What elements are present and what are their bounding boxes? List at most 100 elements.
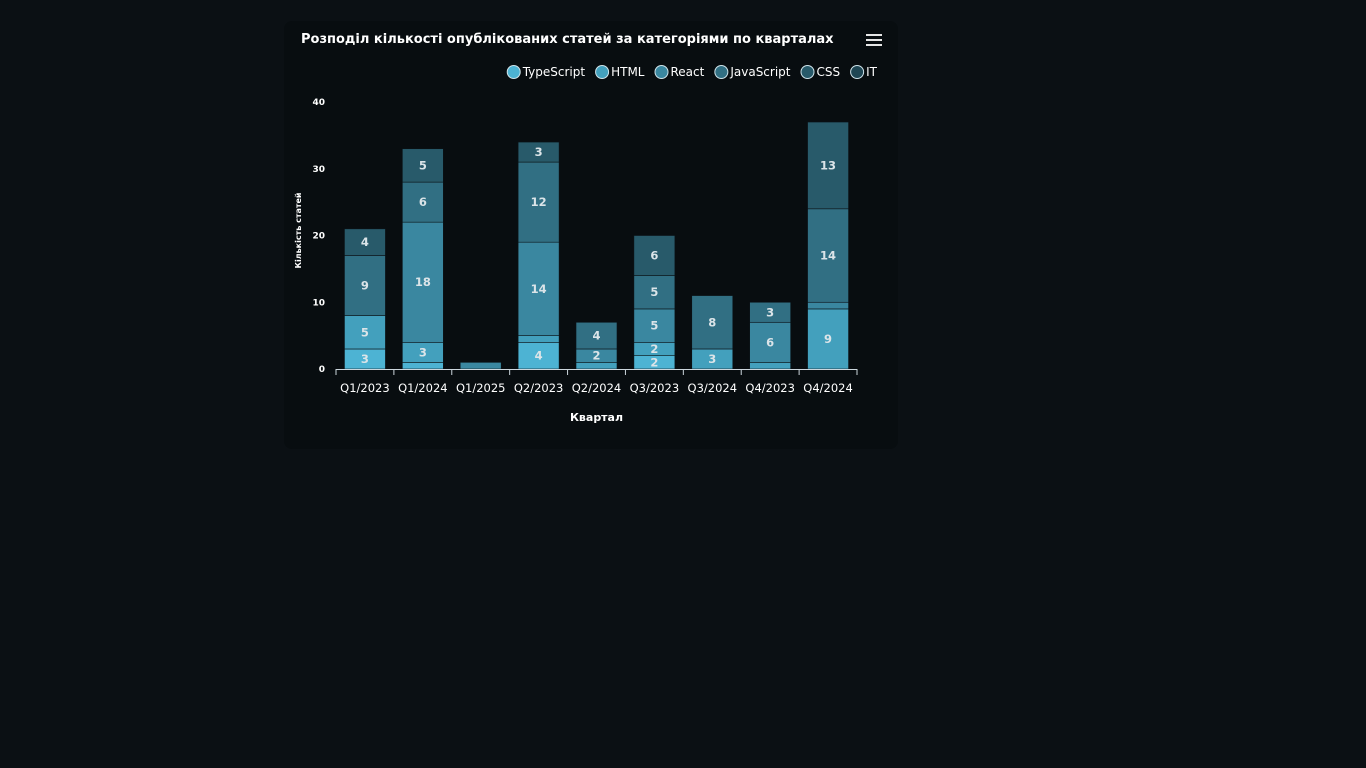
bar-segment[interactable] xyxy=(517,335,560,343)
data-label: 6 xyxy=(419,195,427,209)
bar-stack[interactable]: 3 5 9 4 xyxy=(344,228,386,370)
chart-card: Розподіл кількості опублікованих статей … xyxy=(284,21,898,449)
bar-segment[interactable] xyxy=(807,301,849,310)
x-tick-label: Q3/2024 xyxy=(688,381,738,395)
bar-stack[interactable]: 63 xyxy=(749,301,791,370)
bar-segment[interactable] xyxy=(344,228,386,256)
data-label: 6 xyxy=(766,335,774,349)
data-label: 4 xyxy=(592,329,600,343)
legend-marker[interactable] xyxy=(800,65,815,79)
legend-item[interactable]: JavaScript xyxy=(714,65,791,79)
legend-label[interactable]: IT xyxy=(866,65,878,79)
data-label: 9 xyxy=(361,279,369,293)
bar-segment[interactable] xyxy=(517,141,560,163)
bar-stack[interactable]: 9 14 13 xyxy=(807,121,849,370)
data-label: 8 xyxy=(708,315,716,329)
legend-item[interactable]: IT xyxy=(850,65,878,79)
legend-item[interactable]: CSS xyxy=(800,65,841,79)
bar-segment[interactable] xyxy=(807,121,849,210)
y-tick-label: 30 xyxy=(312,165,325,175)
legend: TypeScript HTML React JavaScript CSS IT xyxy=(506,65,878,79)
x-tick-label: Q1/2025 xyxy=(456,381,506,395)
legend-marker[interactable] xyxy=(714,65,729,79)
x-tick-label: Q3/2023 xyxy=(630,381,680,395)
data-label: 3 xyxy=(766,305,774,319)
bar-segment[interactable] xyxy=(749,362,791,370)
hamburger-menu-icon xyxy=(866,34,882,36)
bar-segment[interactable] xyxy=(402,181,444,223)
bar-segment[interactable] xyxy=(517,161,560,243)
data-label: 3 xyxy=(535,145,543,159)
data-label: 14 xyxy=(531,282,547,296)
legend-item[interactable]: React xyxy=(654,65,705,79)
bar-segment[interactable] xyxy=(344,315,386,350)
data-label: 2 xyxy=(650,342,658,356)
x-tick-label: Q1/2023 xyxy=(340,381,390,395)
data-label: 3 xyxy=(708,352,716,366)
legend-label[interactable]: CSS xyxy=(817,65,841,79)
bar-segment[interactable] xyxy=(459,362,502,370)
bar-stack[interactable]: 24 xyxy=(575,321,618,370)
stacked-bar-chart: TypeScript HTML React JavaScript CSS IT 01020… xyxy=(293,65,878,424)
data-label: 5 xyxy=(650,319,658,333)
data-label: 5 xyxy=(650,285,658,299)
bar-stack[interactable]: 3 18 6 5 xyxy=(402,148,444,370)
y-axis-title: Кількість статей xyxy=(293,192,303,268)
hamburger-menu-icon-line xyxy=(866,39,882,41)
bar-segment[interactable] xyxy=(749,301,791,323)
data-label: 12 xyxy=(531,195,547,209)
data-label: 14 xyxy=(820,249,836,263)
x-tick-label: Q2/2023 xyxy=(514,381,564,395)
x-tick-label: Q4/2023 xyxy=(745,381,795,395)
data-label: 3 xyxy=(361,352,369,366)
legend-item[interactable]: HTML xyxy=(595,65,645,79)
x-axis: Q1/2023 Q1/2024 Q1/2025 Q2/2023 Q2/2024 Q3/20… xyxy=(335,369,858,395)
data-label: 9 xyxy=(824,332,832,346)
bar-stack[interactable]: 22 5 5 6 xyxy=(633,235,676,370)
legend-label[interactable]: JavaScript xyxy=(729,65,790,79)
y-tick-label: 0 xyxy=(319,365,325,375)
data-label: 2 xyxy=(650,355,658,369)
legend-label[interactable]: HTML xyxy=(611,65,645,79)
hamburger-menu-icon-line xyxy=(866,44,882,46)
x-axis-title: Квартал xyxy=(570,411,623,424)
bar-segment[interactable] xyxy=(633,308,676,343)
y-tick-label: 20 xyxy=(312,232,325,242)
legend-item[interactable]: TypeScript xyxy=(506,65,586,79)
data-label: 6 xyxy=(650,249,658,263)
bar-segment[interactable] xyxy=(691,295,734,350)
bar-segment[interactable] xyxy=(749,321,791,363)
data-label: 13 xyxy=(820,158,836,172)
legend-label[interactable]: React xyxy=(671,65,705,79)
bar-segment[interactable] xyxy=(402,362,444,370)
data-label: 4 xyxy=(361,235,369,249)
bar-stack[interactable] xyxy=(459,362,502,370)
bar-segment[interactable] xyxy=(402,221,444,343)
bar-segment[interactable] xyxy=(807,208,849,303)
bar-segment[interactable] xyxy=(575,321,618,350)
legend-label[interactable]: TypeScript xyxy=(522,65,586,79)
y-tick-label: 40 xyxy=(312,98,325,108)
data-label: 5 xyxy=(361,325,369,339)
chart-title: Розподіл кількості опублікованих статей … xyxy=(301,32,834,47)
bar-segment[interactable] xyxy=(517,241,560,336)
bar-stack[interactable]: 4 14 12 3 xyxy=(517,141,560,370)
x-tick-label: Q4/2024 xyxy=(803,381,853,395)
bar-segment[interactable] xyxy=(807,308,849,370)
y-axis: 0 10 20 30 40 xyxy=(312,98,325,375)
data-label: 2 xyxy=(592,349,600,363)
data-label: 3 xyxy=(419,345,427,359)
y-tick-label: 10 xyxy=(312,298,325,308)
legend-marker[interactable] xyxy=(506,65,521,79)
bar-segment[interactable] xyxy=(633,235,676,276)
bar-segment[interactable] xyxy=(633,275,676,310)
bar-segment[interactable] xyxy=(575,362,618,370)
bar-segment[interactable] xyxy=(402,148,444,183)
legend-marker[interactable] xyxy=(850,65,865,79)
bar-stack[interactable]: 38 xyxy=(691,295,734,370)
legend-marker[interactable] xyxy=(654,65,669,79)
data-label: 18 xyxy=(415,275,431,289)
chart-menu-button[interactable] xyxy=(862,30,886,50)
legend-marker[interactable] xyxy=(595,65,610,79)
